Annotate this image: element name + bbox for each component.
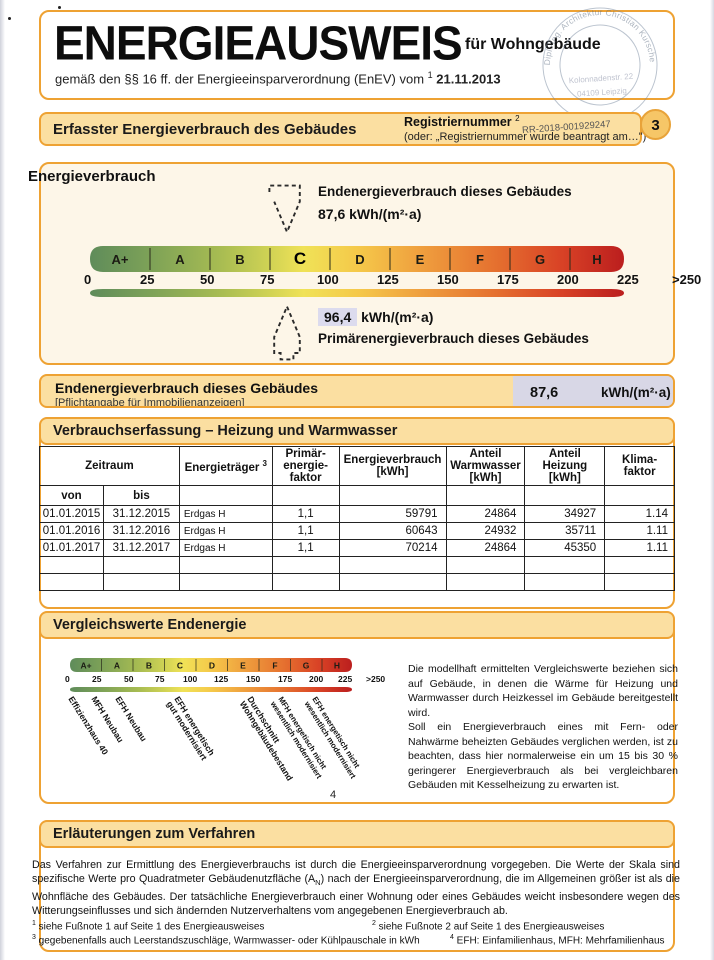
svg-text:C: C [177, 661, 183, 671]
svg-text:G: G [303, 661, 310, 671]
svg-text:C: C [294, 249, 306, 268]
svg-text:F: F [272, 661, 277, 671]
svg-text:A: A [114, 661, 120, 671]
svg-text:H: H [592, 252, 601, 267]
svg-text:D: D [355, 252, 364, 267]
svg-text:E: E [416, 252, 425, 267]
svg-text:3: 3 [651, 117, 659, 134]
svg-text:A+: A+ [80, 661, 91, 671]
svg-text:F: F [476, 252, 484, 267]
svg-text:B: B [235, 252, 244, 267]
svg-text:B: B [146, 661, 152, 671]
svg-text:04109 Leipzig: 04109 Leipzig [577, 86, 627, 98]
svg-text:Kolonnadenstr. 22: Kolonnadenstr. 22 [568, 72, 634, 86]
svg-text:G: G [535, 252, 545, 267]
svg-text:E: E [240, 661, 246, 671]
svg-text:A: A [175, 252, 185, 267]
svg-text:A+: A+ [112, 252, 129, 267]
svg-text:D: D [209, 661, 215, 671]
svg-text:H: H [334, 661, 340, 671]
